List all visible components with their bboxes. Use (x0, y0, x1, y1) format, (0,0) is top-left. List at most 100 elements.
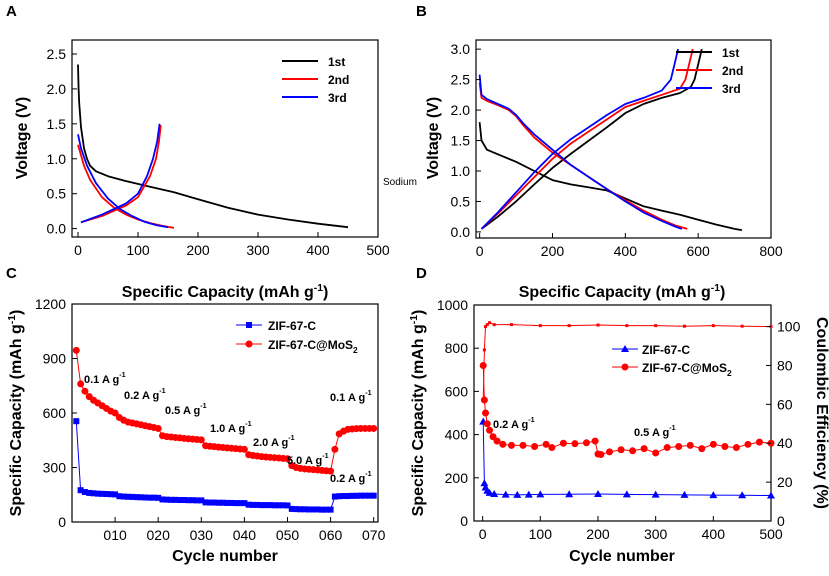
panel-c-annotations: 0.1 A g-1 0.2 A g-1 0.5 A g-1 1.0 A g-1 … (84, 371, 372, 485)
panel-d-point-zif-67-c-12 (622, 490, 631, 498)
panel-c-ytick-label-4: 1200 (35, 296, 66, 312)
panel-c-point-zif-67-c-69 (370, 492, 377, 499)
panel-c-point-zif-67-c-40 (245, 501, 252, 508)
panel-c-point-zif-67-c-64 (349, 492, 356, 499)
panel-c-x-label: Cycle number (172, 548, 278, 565)
panel-c-point-zif-67-c-mos--69 (370, 424, 378, 432)
panel-d-point-zif-67-c-mos--12 (548, 444, 556, 452)
panel-c-point-zif-67-c-52 (297, 506, 304, 513)
panel-b-curve-3rd-4 (478, 74, 683, 230)
panel-b-legend-3rd: 3rd (722, 82, 741, 96)
panel-d-point-zif-67-c-7 (513, 490, 522, 498)
panel-c-point-zif-67-c-20 (159, 496, 166, 503)
panel-c-point-zif-67-c-31 (206, 499, 213, 506)
panel-d-point-zif-67-c-mos--30 (732, 444, 740, 452)
panel-c-anno-2: 0.5 A g-1 (165, 402, 207, 417)
panel-c-point-zif-67-c-14 (133, 494, 140, 501)
panel-c-point-zif-67-c-17 (146, 494, 153, 501)
panel-c-point-zif-67-c-mos--39 (240, 445, 248, 453)
panel-b-curves (478, 48, 743, 231)
panel-d-ytick-label-5: 1000 (437, 297, 468, 313)
panel-c-point-zif-67-c-13 (129, 493, 136, 500)
panel-d-point-ce-3 (485, 323, 489, 327)
panel-d-legend-zif67c: ZIF-67-C (642, 343, 690, 357)
panel-c-point-zif-67-c-1 (77, 487, 84, 494)
panel-c-point-zif-67-c-0 (73, 418, 80, 425)
panel-a-legend-3rd: 3rd (328, 91, 347, 105)
panel-d: D 0 200 400 600 800 1000 0 20 40 60 80 100 0 100 200… (409, 265, 829, 565)
panel-c-point-zif-67-c-65 (353, 492, 360, 499)
panel-c-point-zif-67-c-19 (155, 494, 162, 501)
panel-c-point-zif-67-c-34 (219, 499, 226, 506)
panel-d-point-zif-67-c-mos--26 (686, 441, 694, 449)
panel-d-point-ce-4 (488, 321, 492, 325)
panel-d-y-label: Specific Capacity (mAh g-1) (409, 310, 427, 517)
panel-d-xtick-label-2: 200 (586, 526, 610, 542)
panel-c-point-zif-67-c-12 (125, 493, 132, 500)
panel-c-point-zif-67-c-43 (258, 502, 265, 509)
panel-d-point-zif-67-c-11 (593, 490, 602, 497)
panel-d-point-ce-6 (509, 323, 513, 327)
panel-d-x-ticks: 0 100 200 300 400 500 (479, 516, 783, 542)
panel-d-point-zif-67-c-mos--7 (499, 440, 507, 448)
panel-b-ytick-label-2: 1.0 (451, 163, 471, 179)
panel-c-point-zif-67-c-58 (323, 506, 330, 513)
panel-c-point-zif-67-c-62 (340, 493, 347, 500)
panel-d-x-label: Cycle number (569, 548, 675, 565)
panel-d-xtick-label-1: 100 (529, 526, 553, 542)
panel-d-point-zif-67-c-mos--22 (640, 445, 648, 453)
panel-a-curve-1st-0 (77, 64, 349, 229)
panel-b-curve-2nd-2 (478, 82, 688, 230)
panel-d-ytick-label-3: 600 (445, 383, 469, 399)
panel-c-point-zif-67-c-22 (168, 496, 175, 503)
panel-c-y-label: Specific Capacity (mAh g-1) (7, 310, 25, 517)
panel-c-point-zif-67-c-28 (193, 497, 200, 504)
panel-d-y-label-right: Coulombic Efficiency (%) (813, 317, 829, 509)
panel-c-ytick-label-3: 900 (43, 351, 67, 367)
panel-a-letter: A (6, 3, 17, 20)
panel-d-point-ce-10 (625, 324, 629, 328)
panel-c-point-zif-67-c-5 (94, 490, 101, 497)
panel-a: A 0.0 0.5 1.0 1.5 2.0 2.5 0 100 200 300 400 500 Sp… (6, 3, 390, 301)
panel-d-point-zif-67-c-mos--3 (483, 420, 491, 428)
panel-c-point-zif-67-c-16 (142, 494, 149, 501)
panel-d-xtick-label-0: 0 (479, 526, 487, 542)
panel-d-ytick-right-label-0: 0 (777, 513, 785, 529)
panel-c-legend: ZIF-67-C ZIF-67-C@MoS2 (236, 319, 358, 355)
panel-c-point-zif-67-c-11 (120, 493, 127, 500)
panel-c-point-zif-67-c-21 (163, 496, 170, 503)
panel-a-xtick-label-5: 500 (366, 242, 390, 258)
panel-c-point-zif-67-c-mos--1 (77, 380, 85, 388)
panel-d-ytick-right-label-5: 100 (777, 319, 801, 335)
panel-c-xtick-label-2: 030 (190, 527, 214, 543)
panel-d-point-zif-67-c-1 (480, 479, 489, 487)
panel-c-anno-1: 0.2 A g-1 (124, 387, 166, 402)
panel-c-ytick-label-0: 0 (58, 514, 66, 530)
panel-a-xtick-label-0: 0 (74, 242, 82, 258)
panel-a-plot-area (71, 39, 379, 238)
panel-c-point-zif-67-c-6 (99, 490, 106, 497)
panel-d-ytick-label-2: 400 (445, 427, 469, 443)
panel-c-point-zif-67-c-38 (237, 500, 244, 507)
panel-d-point-ce-2 (484, 325, 488, 329)
panel-d-point-zif-67-c-mos--32 (755, 438, 763, 446)
panel-b-legend-1st: 1st (722, 46, 739, 60)
panel-c-point-zif-67-c-54 (306, 506, 313, 513)
panel-c-xtick-label-4: 050 (276, 527, 300, 543)
panel-a-ytick-label-1: 0.5 (47, 186, 67, 202)
panel-b-x-ticks: 0 200 400 600 800 (476, 233, 783, 259)
panel-c-xtick-label-0: 010 (103, 527, 127, 543)
panel-d-ytick-right-label-4: 80 (777, 357, 793, 373)
panel-c-letter: C (6, 265, 17, 282)
panel-d-point-zif-67-c-4 (485, 488, 494, 496)
panel-a-xtick-label-3: 300 (246, 242, 270, 258)
panel-d-point-zif-67-c-16 (738, 491, 747, 499)
panel-a-curves (77, 64, 349, 229)
panel-c-point-zif-67-c-mos--9 (111, 409, 119, 417)
panel-d-point-zif-67-c-mos--16 (591, 437, 599, 445)
panel-b-xtick-label-0: 0 (476, 243, 484, 259)
panel-d-ytick-right-label-1: 20 (777, 474, 793, 490)
panel-a-curve-3rd-4 (80, 123, 161, 224)
panel-d-ytick-right-label-2: 40 (777, 435, 793, 451)
